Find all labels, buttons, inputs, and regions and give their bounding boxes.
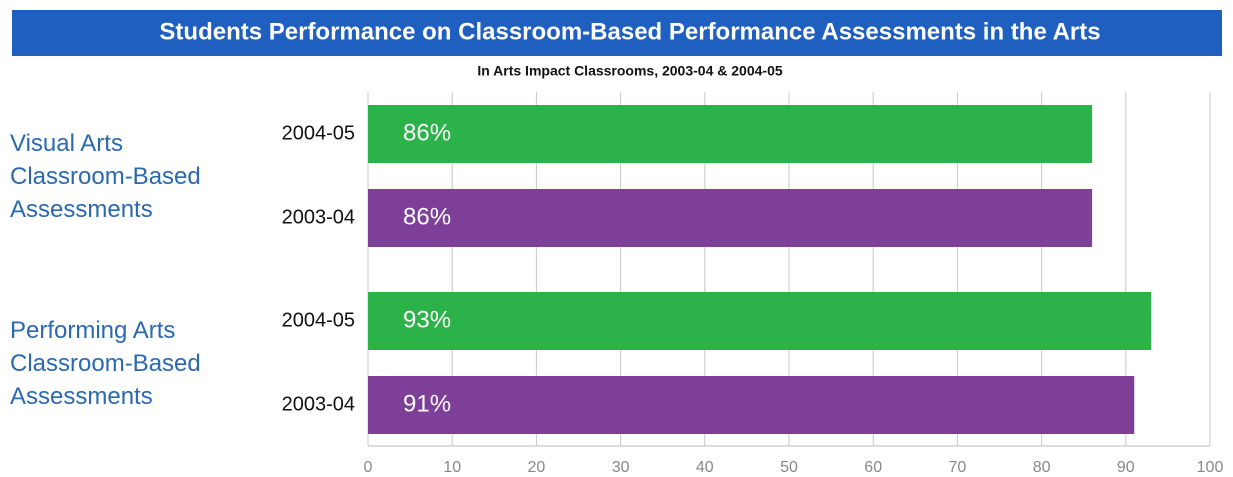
group-label: Visual Arts Classroom-Based Assessments [10, 129, 201, 223]
x-tick-label: 90 [1117, 459, 1135, 476]
x-tick-label: 0 [364, 459, 373, 476]
bar-year-label: 2003-04 [282, 206, 355, 228]
x-tick-label: 70 [949, 459, 967, 476]
x-tick-label: 50 [780, 459, 798, 476]
x-tick-label: 10 [443, 459, 461, 476]
x-tick-label: 20 [528, 459, 546, 476]
value-label: 86% [403, 203, 451, 230]
bar [368, 105, 1093, 163]
bar-year-label: 2003-04 [282, 393, 355, 415]
value-label: 86% [403, 119, 451, 146]
bar [368, 376, 1135, 434]
value-label: 91% [403, 390, 451, 417]
x-tick-label: 100 [1197, 459, 1224, 476]
x-tick-label: 30 [612, 459, 630, 476]
x-tick-label: 40 [696, 459, 714, 476]
bar-year-label: 2004-05 [282, 309, 355, 331]
group-label: Performing Arts Classroom-Based Assessme… [10, 316, 201, 410]
x-tick-label: 60 [864, 459, 882, 476]
value-label: 93% [403, 306, 451, 333]
bar-year-label: 2004-05 [282, 122, 355, 144]
chart-title: Students Performance on Classroom-Based … [159, 18, 1100, 45]
bar [368, 292, 1152, 350]
x-tick-label: 80 [1033, 459, 1051, 476]
title-banner [12, 10, 1222, 56]
chart-subtitle: In Arts Impact Classrooms, 2003-04 & 200… [477, 63, 783, 79]
bar [368, 189, 1093, 247]
